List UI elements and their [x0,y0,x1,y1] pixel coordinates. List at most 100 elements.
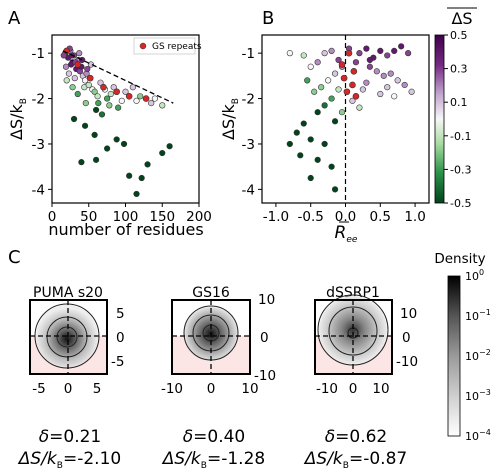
density-cb-tick: 10−2 [465,348,491,363]
subplot-3-delta: δ=0.62 [325,427,388,447]
subplot-1-xtick: 0 [64,381,73,397]
panel-b-y-label: ΔS/kB [219,98,241,140]
panel-b-points [286,43,415,193]
panel-label-c: C [8,247,21,268]
data-point [293,129,300,136]
panel-a-fit-line [62,50,174,104]
density-cb-tick: 10−3 [465,388,491,403]
data-point [92,156,100,163]
y-tick-label: -1 [242,46,255,62]
data-point [91,131,98,138]
panel-b-x-ticks: -1.0 -0.5 0.0 0.5 1.0 [263,203,426,225]
panel-a-y-label: ΔS/kB [7,98,29,140]
data-point [377,47,384,54]
data-point [106,102,113,109]
panel-a-points [60,45,173,198]
data-point [84,65,91,73]
data-point [349,97,356,104]
data-point [107,90,114,98]
data-point [60,52,67,59]
data-point [363,45,370,52]
subplot-1-delta: δ=0.21 [39,427,102,447]
data-point [328,163,335,170]
gs-repeat-point [352,92,360,100]
colorbar-tick-label: -0.3 [450,163,471,176]
subplot-3-xtick: -10 [316,381,338,397]
subplot-3-contour-mid [328,306,378,356]
data-point [113,136,120,143]
data-point [87,61,95,68]
subplot-1-xtick: 5 [93,381,102,397]
panel-a-y-ticks: -1 -2 -3 -4 [32,46,52,198]
gs-repeat-point [340,74,348,82]
data-point [118,97,125,104]
data-point [331,186,339,193]
data-point [138,174,145,182]
subplot-3-ticks: -10 0 10 10 0 -10 [316,306,418,397]
gs-repeat-point [86,74,94,82]
panel-a-scatter: 0 50 100 150 200 -1 -2 -3 -4 number of residues… [7,34,212,239]
data-point [408,88,415,95]
data-point [65,70,73,77]
data-point [314,156,321,163]
data-point [159,102,166,109]
gs-repeat-point [100,83,107,91]
gs-repeat-point [350,68,358,75]
data-point [70,115,78,123]
density-subplot-puma: PUMA s20 -5 0 5 5 0 -5 δ=0.21 ΔS/kB=-2.1… [17,285,125,470]
data-point [318,84,325,91]
y-tick-label: -2 [242,92,255,108]
x-tick-label: 0.5 [370,209,391,225]
subplot-1-entropy: ΔS/kB=-2.10 [17,449,121,470]
data-point [366,56,373,64]
data-point [144,161,151,168]
data-point [384,84,391,91]
data-point [286,50,293,57]
subplot-1-xtick: -5 [32,381,45,397]
data-point [328,95,335,102]
data-point [314,109,321,116]
data-point [335,86,342,93]
subplot-2-delta: δ=0.40 [183,427,246,447]
subplot-3-frame [314,299,393,375]
subplot-2-ticks: -10 0 10 10 0 -10 [161,292,276,397]
data-point [94,93,101,100]
data-point [85,81,92,89]
subplot-2-frame [171,299,251,375]
x-tick-label: 0 [48,209,57,225]
data-point [297,152,304,159]
density-subplot-gs16: GS16 -10 0 10 10 0 -10 δ=0.40 ΔS/kB=-1.2… [161,285,276,470]
subplot-2-ytick: 0 [260,330,269,346]
gs-repeat-point [142,95,150,102]
data-point [115,104,122,111]
subplot-3-ytick: 10 [400,306,417,322]
subplot-1-ticks: -5 0 5 5 0 -5 [32,306,124,397]
density-cb-tick: 10−4 [465,428,491,443]
data-point [405,50,412,57]
data-point [391,47,398,54]
data-point [92,106,100,114]
subplot-3-density [319,296,387,364]
data-point [307,174,314,182]
data-point [300,52,307,59]
data-point [166,143,173,150]
data-point [321,102,328,109]
data-point [120,140,128,148]
density-subplot-dssrp1: dSSRP1 -10 0 10 10 0 -10 δ=0.62 ΔS/kB=-0… [303,285,418,470]
x-tick-label: -1.0 [263,209,289,225]
data-point [286,140,293,148]
panel-b-colorbar [434,34,445,204]
data-point [74,90,81,98]
panel-b-y-ticks: -1 -2 -3 -4 [242,46,262,198]
colorbar-tick-label: -0.1 [450,130,471,143]
data-point [394,77,401,84]
colorbar-tick-label: 0.1 [450,96,468,109]
data-point [328,47,335,54]
data-point [148,100,155,107]
panel-b-scatter: -1.0 -0.5 0.0 0.5 1.0 -1 -2 -3 -4 Ree ΔS/kB 0.5… [219,7,477,245]
gs-repeat-point [343,88,351,96]
x-tick-label: 100 [113,209,139,225]
data-point [321,50,328,57]
data-point [137,93,144,100]
data-point [104,95,111,102]
